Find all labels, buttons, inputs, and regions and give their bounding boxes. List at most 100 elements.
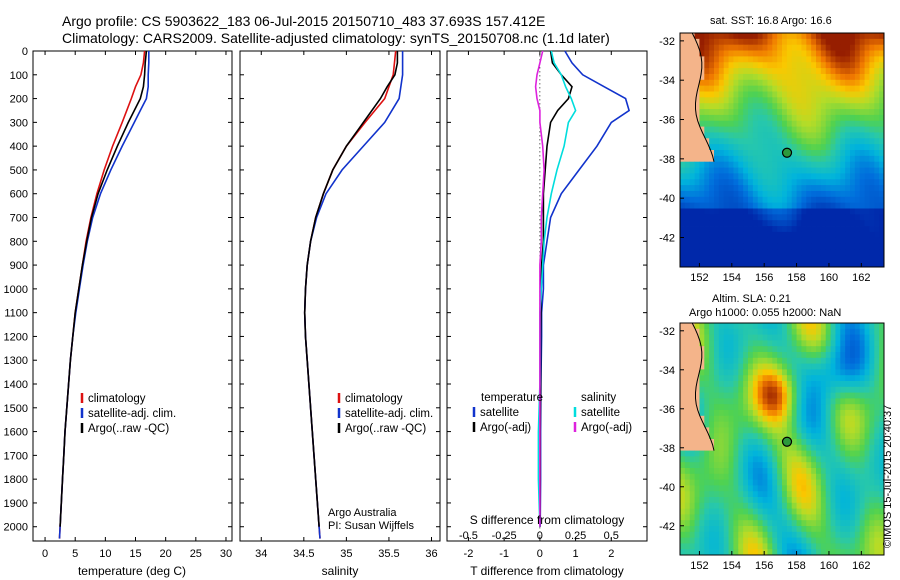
sla-map-cell (733, 491, 739, 498)
sla-map-cell (825, 444, 831, 451)
legend-label: satellite-adj. clim. (345, 408, 433, 420)
sla-map-cell (694, 502, 700, 509)
sst-map-cell (845, 97, 851, 104)
sla-map-cell (728, 543, 734, 550)
sst-map-cell (680, 97, 686, 104)
sst-map-cell (811, 255, 817, 262)
sst-map-cell (680, 103, 686, 110)
sst-map-cell (752, 85, 759, 92)
sst-map-cell (704, 179, 710, 186)
sst-map-cell (684, 109, 691, 116)
sla-map-cell (728, 537, 734, 544)
sla-map-cell (845, 549, 851, 556)
sla-map-cell (782, 334, 788, 341)
sla-map-cell (772, 531, 778, 538)
sst-map-cell (738, 243, 744, 250)
sst-map-cell (714, 155, 720, 163)
sst-map-cell (835, 237, 841, 244)
sst-map-cell (772, 144, 778, 151)
sla-map-cell (864, 369, 870, 376)
sla-map-cell (840, 363, 846, 370)
sst-map-cell (684, 144, 691, 151)
sst-map-cell (723, 237, 729, 244)
sst-map-cell (825, 220, 831, 227)
sst-map-cell (748, 237, 754, 244)
sst-map-cell (733, 255, 739, 262)
sst-map-cell (714, 120, 720, 127)
sla-map-cell (825, 491, 831, 498)
sst-map-cell (723, 261, 729, 268)
sst-map-cell (718, 161, 725, 168)
sla-map-cell (796, 369, 802, 376)
sst-map-cell (864, 208, 870, 215)
sla-map-cell (816, 334, 822, 341)
sst-map-cell (757, 243, 763, 250)
sst-map-cell (689, 167, 695, 174)
sst-map-cell (820, 79, 827, 87)
sst-map-cell (684, 103, 691, 110)
sst-map-cell (816, 249, 822, 256)
sst-map-cell (767, 38, 773, 46)
sla-map-cell (864, 398, 870, 405)
sla-map-cell (699, 410, 705, 417)
sla-map-cell (811, 497, 817, 504)
sla-map-cell (684, 485, 691, 492)
sla-map-cell (772, 508, 778, 515)
sst-map-cell (786, 62, 793, 69)
sla-map-cell (874, 323, 880, 330)
sla-map-cell (840, 473, 846, 480)
sst-map-cell (879, 179, 885, 186)
sla-map-cell (684, 514, 691, 521)
sst-map-cell (699, 173, 705, 180)
sst-map-cell (718, 68, 725, 75)
sst-map-cell (709, 161, 715, 168)
sla-map-cell (874, 415, 880, 422)
sla-map-cell (757, 531, 763, 538)
sla-map-cell (864, 468, 870, 475)
sst-map-cell (796, 243, 802, 250)
sla-map-cell (816, 468, 822, 475)
sla-map-cell (859, 485, 865, 492)
sst-map-cell (738, 150, 744, 157)
sst-map-cell (845, 190, 851, 198)
sla-map-cell (743, 369, 749, 376)
sla-map-cell (796, 531, 802, 538)
sst-map-cell (689, 132, 695, 139)
sla-map-cell (806, 531, 812, 538)
sst-map-cell (850, 214, 856, 221)
legend-label: climatology (345, 393, 403, 405)
sla-map-cell (854, 485, 861, 492)
sst-map-cell (684, 255, 691, 262)
sla-map-cell (684, 328, 691, 335)
sst-map-cell (680, 91, 686, 98)
sst-map-cell (874, 173, 880, 180)
sst-map-cell (830, 161, 836, 168)
sst-map-cell (748, 114, 754, 122)
sst-map-cell (801, 173, 807, 180)
sst-map-cell (699, 50, 705, 57)
sla-map-cell (689, 502, 695, 509)
sla-map-cell (743, 537, 749, 544)
sla-map-cell (689, 537, 695, 544)
sla-map-cell (786, 357, 793, 364)
sst-map-cell (791, 167, 797, 174)
sst-map-cell (743, 179, 749, 186)
sla-map-cell (782, 479, 788, 486)
sst-map-cell (854, 109, 861, 116)
sst-map-cell (738, 196, 744, 204)
sla-map-cell (752, 369, 759, 376)
sst-map-cell (748, 255, 754, 262)
sst-map-cell (733, 56, 739, 63)
sla-map-cell (786, 526, 793, 533)
sla-map-cell (786, 462, 793, 469)
sst-map-cell (757, 103, 763, 110)
sla-map-cell (820, 514, 827, 521)
sla-map-cell (714, 334, 720, 341)
sst-map-cell (835, 126, 841, 133)
sst-map-cell (714, 33, 720, 40)
sst-map-cell (830, 173, 836, 180)
sst-map-cell (850, 208, 856, 215)
sst-map-cell (757, 173, 763, 180)
sla-map-cell (738, 421, 744, 428)
sla-map-cell (694, 485, 700, 492)
